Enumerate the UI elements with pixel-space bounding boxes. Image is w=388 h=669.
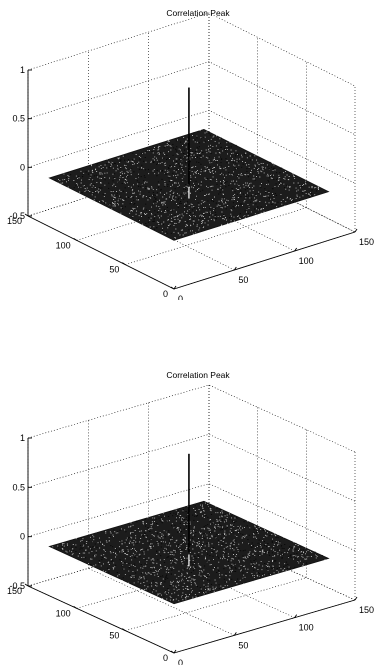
y-tick-label: 50 (109, 265, 119, 275)
axis-line (173, 599, 356, 654)
y-tick-label: 100 (56, 240, 71, 250)
chart-title: Correlation Peak (166, 370, 230, 380)
tick-labels: -0.5 0 0.5 1 0 50 100 150 0 50 100 150 (7, 433, 374, 665)
y-tick (170, 286, 175, 290)
chart-title: Correlation Peak (166, 8, 230, 18)
x-tick-label: 150 (359, 237, 374, 247)
x-tick-label: 50 (238, 640, 248, 650)
axes (24, 69, 358, 290)
y-tick (24, 213, 29, 217)
x-tick-label: 0 (178, 658, 183, 665)
y-tick-label: 150 (7, 216, 22, 226)
tick-labels: -0.5 0 0.5 1 0 50 100 150 0 50 100 150 (7, 65, 374, 300)
x-tick (173, 285, 177, 290)
y-tick-label: 50 (109, 631, 119, 641)
correlation-plot-bottom: Correlation Peak -0.5 0 0.5 1 0 50 100 150 0 50 10… (7, 370, 374, 665)
z-tick-label: 0.5 (12, 114, 25, 124)
x-tick-label: 100 (299, 623, 314, 633)
x-tick-label: 100 (299, 256, 314, 266)
grid-line (27, 433, 356, 502)
axis-line (27, 215, 175, 290)
axis-line (27, 585, 175, 654)
y-tick (24, 583, 29, 587)
surface-speckle (52, 502, 326, 603)
y-tick (73, 605, 77, 609)
z-tick-label: 0 (20, 162, 25, 172)
grid-line (27, 384, 356, 453)
x-tick-label: 50 (238, 275, 248, 285)
grid-line (27, 109, 356, 184)
x-tick (354, 228, 358, 233)
x-tick-label: 0 (178, 294, 183, 300)
surface-mesh (48, 500, 330, 605)
x-tick (233, 266, 237, 271)
z-tick-label: 1 (20, 65, 25, 75)
y-tick-label: 150 (7, 586, 22, 596)
grid-line (27, 12, 356, 87)
y-tick (170, 650, 175, 654)
surface-shade (56, 502, 323, 602)
correlation-plot-top: Correlation Peak -0.5 0 0.5 1 0 50 100 150 0 50 10… (7, 8, 374, 300)
grid-line (27, 61, 356, 135)
surface-shade (54, 132, 318, 236)
y-tick (73, 237, 77, 241)
y-tick (122, 262, 126, 266)
x-tick (354, 596, 358, 601)
axes (24, 437, 358, 654)
x-tick (173, 649, 177, 654)
z-tick-label: 0 (20, 532, 25, 542)
y-tick (122, 628, 126, 632)
z-tick-label: 0.5 (12, 482, 25, 492)
z-tick-label: -0.5 (9, 581, 25, 591)
axis-line (173, 231, 356, 290)
z-tick-label: -0.5 (9, 211, 25, 221)
y-tick-label: 100 (56, 608, 71, 618)
x-tick (294, 614, 298, 618)
x-tick (294, 247, 298, 252)
z-tick-label: 1 (20, 433, 25, 443)
y-tick-label: 0 (163, 289, 168, 299)
x-tick (233, 632, 237, 636)
y-tick-label: 0 (163, 653, 168, 663)
x-tick-label: 150 (359, 605, 374, 615)
